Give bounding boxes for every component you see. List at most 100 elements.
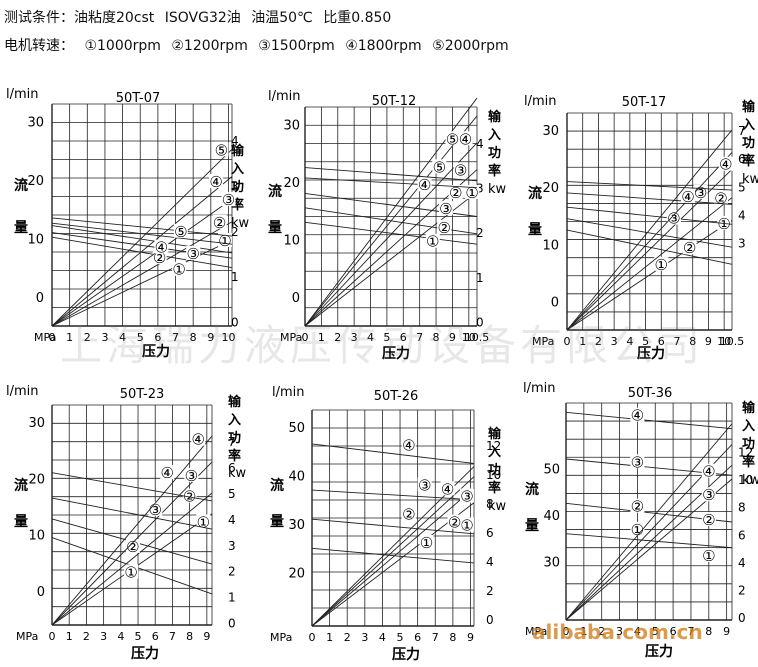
flow-tick-label: 30 xyxy=(543,556,560,571)
flow-series-marker: ③ xyxy=(418,476,431,494)
flow-mark-bg xyxy=(401,506,416,521)
flow-line-③ xyxy=(566,206,733,225)
flow-mark-bg xyxy=(172,261,187,276)
flow-line-④ xyxy=(304,177,478,189)
x-tick-label: 8 xyxy=(705,625,712,638)
x-axis-label: 压力 xyxy=(142,343,170,360)
flow-mark-bg xyxy=(630,498,645,513)
x-tick-label: 6 xyxy=(154,331,161,344)
power-tick-label: 5 xyxy=(738,180,746,194)
x-tick-label: 2 xyxy=(344,631,351,644)
flow-line-⑤ xyxy=(304,167,478,182)
flow-mark-bg xyxy=(417,477,432,492)
x-tick-label: 10 xyxy=(717,335,731,348)
power-tick-label: 4 xyxy=(738,208,746,222)
x-tick-label: 0 xyxy=(302,331,309,344)
power-tick-label: 4 xyxy=(486,555,494,569)
power-series-marker: ⑤ xyxy=(446,130,459,148)
flow-series-marker: ④ xyxy=(418,176,431,194)
power-tick-label: 3 xyxy=(231,180,239,194)
power-axis-label: 率 xyxy=(488,163,501,179)
power-mark-bg xyxy=(212,214,227,229)
power-series-marker: ② xyxy=(702,511,715,529)
power-axis-label: 率 xyxy=(742,153,755,169)
power-mark-bg xyxy=(453,162,468,177)
flow-line-① xyxy=(566,229,733,265)
site-watermark: alibaba.com.cn xyxy=(532,620,703,644)
flow-series-marker: ① xyxy=(655,256,668,274)
flow-tick-label: 10 xyxy=(27,232,44,247)
flow-series-marker: ③ xyxy=(667,210,680,228)
motor-speed-label: 电机转速： xyxy=(4,38,74,54)
x-tick-label: 2 xyxy=(83,630,90,643)
power-series-marker: ③ xyxy=(702,486,715,504)
power-line-② xyxy=(304,169,478,327)
power-tick-label: 2 xyxy=(476,226,484,240)
flow-line-① xyxy=(565,533,733,549)
flow-axis-label: 流 xyxy=(14,477,28,494)
flow-mark-bg xyxy=(419,535,434,550)
power-series-marker: ① xyxy=(702,547,715,565)
x-tick-label: 9 xyxy=(467,631,474,644)
power-tick-label: 6 xyxy=(486,526,494,540)
x-tick-label: 1 xyxy=(326,631,333,644)
condition-oil-temperature: 油温50℃ xyxy=(251,10,313,26)
chart-title: 50T-36 xyxy=(628,386,673,401)
flow-series-marker: ① xyxy=(420,534,433,552)
flow-series-marker: ① xyxy=(124,563,137,581)
x-tick-label: 0 xyxy=(563,625,570,638)
power-axis-label: 输 xyxy=(488,426,502,442)
power-series-marker: ③ xyxy=(460,488,473,506)
x-tick-label: 8 xyxy=(449,631,456,644)
x-tick-label: 3 xyxy=(616,625,623,638)
power-axis-label: 率 xyxy=(742,454,755,470)
x-tick-label: 9 xyxy=(449,331,456,344)
power-mark-bg xyxy=(209,174,224,189)
flow-mark-bg xyxy=(666,210,681,225)
x-tick-label: 10.5 xyxy=(465,331,490,344)
power-mark-bg xyxy=(182,488,197,503)
flow-tick-label: 10 xyxy=(283,234,300,249)
power-axis-label: 功 xyxy=(742,136,755,151)
flow-tick-label: 40 xyxy=(288,470,305,485)
flow-series-marker: ② xyxy=(126,538,139,556)
x-tick-label: 7 xyxy=(169,630,176,643)
speed-4: ④1800rpm xyxy=(345,38,422,54)
flow-axis-label: 量 xyxy=(270,514,284,530)
flow-mark-bg xyxy=(432,159,447,174)
x-tick-label: 3 xyxy=(611,335,618,348)
x-axis-label: 压力 xyxy=(382,345,410,362)
power-tick-label: 2 xyxy=(486,584,494,598)
x-tick-label: 2 xyxy=(598,625,605,638)
flow-tick-label: 50 xyxy=(288,421,305,436)
x-tick-label: 0 xyxy=(309,631,316,644)
x-tick-label: 6 xyxy=(658,335,665,348)
flow-series-marker: ⑤ xyxy=(433,158,446,176)
power-tick-label: 0 xyxy=(486,613,494,627)
power-line-② xyxy=(311,487,475,627)
company-watermark: 上海瑞力液压传动设备有限公司 xyxy=(60,321,705,370)
power-series-marker: ① xyxy=(460,517,473,535)
x-tick-label: 7 xyxy=(416,331,423,344)
flow-series-marker: ④ xyxy=(631,407,644,425)
flow-mark-bg xyxy=(437,219,452,234)
flow-axis-label: 量 xyxy=(525,518,539,534)
x-tick-label: 9 xyxy=(723,625,730,638)
power-tick-label: 0 xyxy=(231,315,239,329)
x-tick-label: 8 xyxy=(186,630,193,643)
power-axis-label: kw xyxy=(228,466,247,481)
flow-line-① xyxy=(311,547,475,564)
flow-series-marker: ② xyxy=(153,249,166,267)
x-tick-label: 1 xyxy=(579,335,586,348)
x-tick-label: 10 xyxy=(221,331,235,344)
flow-series-marker: ② xyxy=(683,239,696,257)
power-tick-label: 1 xyxy=(228,591,236,605)
flow-line-⑤ xyxy=(566,181,733,191)
x-tick-label: 3 xyxy=(100,630,107,643)
flow-series-marker: ③ xyxy=(631,453,644,471)
power-series-marker: ④ xyxy=(719,156,732,174)
flow-tick-label: 20 xyxy=(542,181,559,196)
power-mark-bg xyxy=(714,190,728,205)
flow-series-marker: ② xyxy=(438,219,451,237)
x-unit-label: MPa xyxy=(280,331,302,344)
